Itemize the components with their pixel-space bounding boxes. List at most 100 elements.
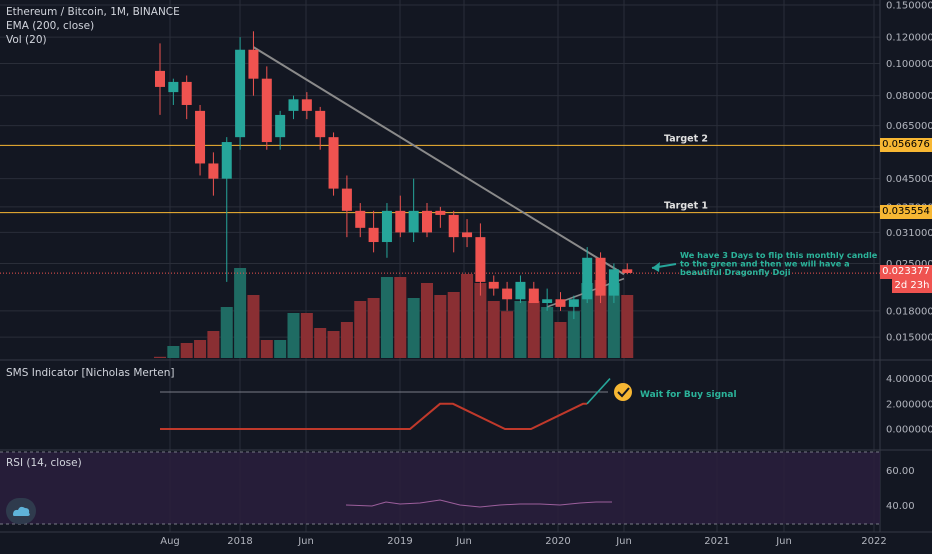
annotations: We have 3 Days to flip this monthly cand… [614,250,878,401]
volume-bar [567,311,580,358]
symbol-title: Ethereum / Bitcoin, 1M, BINANCE [6,6,180,18]
axes: 0.150000 0.120000 0.100000 0.080000 0.065000… [160,1,932,548]
volume-bar [300,313,313,358]
y-tick-label: 0.120000 [886,33,932,44]
volume-bar [194,340,207,358]
countdown-label: 2d 23h [892,279,932,293]
y-tick-label: 0.025000 [886,259,932,270]
candle-body [341,188,352,211]
candle-body [155,70,165,87]
volume-bar [487,301,500,358]
x-tick-label: Jun [775,536,792,547]
volume-bar [314,328,327,358]
volume-bar [367,298,380,358]
x-tick-label: Jun [455,536,472,547]
volume-bar [541,307,554,358]
candle-body [488,281,499,289]
candle-body [248,49,259,79]
candle-body [275,114,286,138]
y-tick-label: 0.080000 [886,91,932,102]
volume-bar [247,295,260,358]
volume-bar [274,340,287,358]
candle-body [181,81,192,105]
volume-bar [514,301,527,358]
candle-body [555,299,566,307]
volume-bar [527,301,540,358]
volume-bar [594,280,607,358]
x-tick-label: 2020 [545,536,570,547]
cloud-icon [13,506,30,516]
y-tick-label: 0.065000 [886,121,932,132]
candle-body [622,269,633,273]
volume-bar [154,356,166,358]
volume-bar [287,313,300,358]
candle-body [368,227,379,243]
volume-bar [380,277,393,358]
y-tick-label: 0.100000 [886,59,932,70]
candle-body [462,232,473,238]
x-tick-label: Jun [297,536,314,547]
tradingview-logo[interactable] [6,498,36,524]
rsi-band-fill [0,452,880,524]
candle-body [582,257,593,300]
candle-body [408,210,419,233]
candle-body [422,210,432,233]
candle-body [355,210,366,228]
rsi-tick-label: 40.00 [886,501,915,512]
check-icon [617,387,630,398]
volume-bar [220,307,233,358]
current-price-label: 0.023377 [880,265,932,279]
volume-bar [581,283,594,358]
candles[interactable] [155,31,633,320]
x-tick-label: Aug [160,536,180,547]
sms-tick-label: 4.000000 [886,374,932,385]
candle-body [608,269,619,296]
volume-bar [621,295,634,358]
annotation-line: We have 3 Days to flip this monthly cand… [680,250,878,260]
candle-body [435,210,446,215]
rsi-line [345,499,612,508]
y-tick-label: 0.150000 [886,1,932,12]
volume-bar [327,331,340,358]
sms-legend[interactable]: SMS Indicator [Nicholas Merten] [6,367,175,379]
volume-bar [461,274,474,358]
candle-body [595,257,606,296]
candle-body [221,142,232,179]
volume-bar [407,298,420,358]
volume-bar [354,301,367,358]
volume-bar [554,322,567,358]
volume-bar [234,268,247,358]
candle-body [515,281,526,300]
sms-projection [586,378,611,405]
x-tick-label: 2019 [387,536,412,547]
rsi-line [345,499,612,508]
candle-body [448,214,459,238]
sms-tick-label: 2.000000 [886,399,932,410]
candle-body [315,110,326,138]
sms-line [160,402,587,430]
descending-trendline [252,46,625,276]
x-tick-label: Jun [615,536,632,547]
volume-bar [447,292,460,358]
volume-bar [394,277,407,358]
rsi-legend[interactable]: RSI (14, close) [6,457,82,469]
candle-body [261,78,272,143]
rsi-tick-label: 60.00 [886,466,915,477]
candle-body [168,81,179,93]
sms-annotation: Wait for Buy signal [640,390,737,400]
annotation-arrowhead [652,262,660,272]
candle-body [568,299,579,307]
x-tick-label: 2018 [227,536,252,547]
x-tick-label: 2022 [861,536,886,547]
y-tick-label: 0.018000 [886,306,932,317]
candle-body [301,99,312,111]
target-2-price-label: 0.056676 [880,138,932,152]
symbol-legend[interactable]: Ethereum / Bitcoin, 1M, BINANCE EMA (200… [6,5,180,47]
volume-bar [340,322,353,358]
volume-bar [167,346,180,358]
rsi-band [0,451,880,525]
candle-body [235,49,246,138]
candle-body [395,210,406,233]
